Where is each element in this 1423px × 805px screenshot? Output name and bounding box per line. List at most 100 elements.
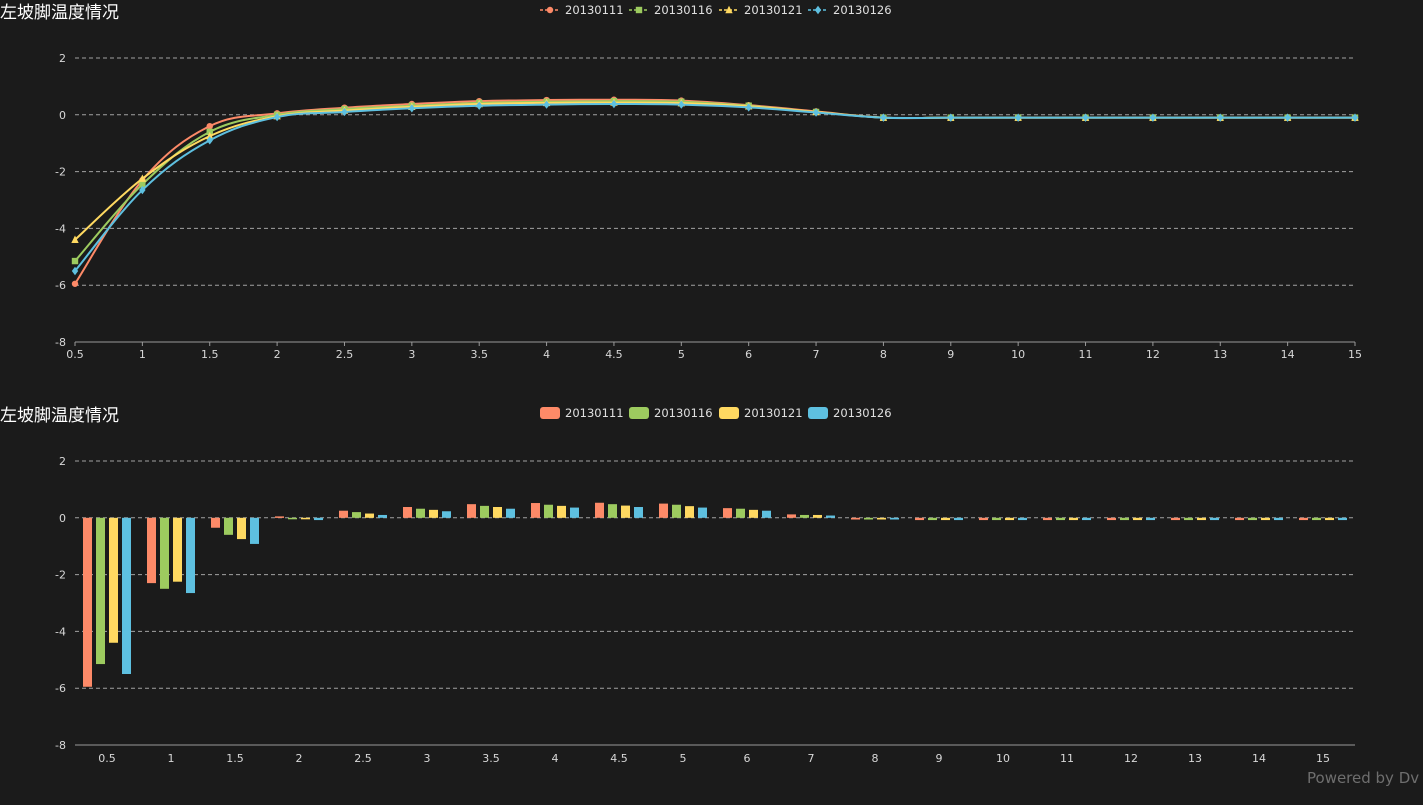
- bar[interactable]: [954, 517, 963, 521]
- bar[interactable]: [1043, 517, 1052, 521]
- bar[interactable]: [992, 517, 1001, 521]
- bar[interactable]: [698, 507, 707, 518]
- bar[interactable]: [736, 508, 745, 518]
- bar[interactable]: [531, 503, 540, 518]
- bar[interactable]: [608, 504, 617, 518]
- data-point[interactable]: [408, 104, 416, 113]
- bar[interactable]: [813, 514, 822, 518]
- bar[interactable]: [96, 517, 105, 665]
- bar[interactable]: [723, 508, 732, 518]
- data-point[interactable]: [1217, 113, 1224, 122]
- bar[interactable]: [211, 517, 220, 528]
- bar[interactable]: [365, 513, 374, 518]
- bar[interactable]: [826, 515, 835, 518]
- data-point[interactable]: [1149, 113, 1157, 122]
- bar[interactable]: [416, 508, 425, 518]
- bar[interactable]: [1005, 517, 1014, 521]
- bar[interactable]: [506, 508, 515, 518]
- legend-item-20130111[interactable]: 20130111: [540, 3, 624, 17]
- bar-series-20130126[interactable]: [122, 507, 1347, 674]
- bar[interactable]: [1248, 517, 1257, 521]
- bar[interactable]: [467, 504, 476, 518]
- data-point[interactable]: [206, 122, 213, 130]
- data-point[interactable]: [1351, 113, 1359, 122]
- data-point[interactable]: [1082, 113, 1089, 122]
- data-point[interactable]: [745, 103, 752, 112]
- bar[interactable]: [109, 517, 118, 643]
- bar[interactable]: [1210, 517, 1219, 521]
- bar[interactable]: [1171, 517, 1180, 521]
- series-line[interactable]: [74, 98, 1355, 285]
- data-point[interactable]: [880, 113, 887, 122]
- bar[interactable]: [147, 517, 156, 584]
- bar[interactable]: [570, 507, 579, 518]
- bar[interactable]: [403, 507, 412, 518]
- series-line[interactable]: [74, 100, 1355, 262]
- bar[interactable]: [237, 517, 246, 540]
- bar[interactable]: [1299, 517, 1308, 521]
- bar[interactable]: [890, 517, 899, 520]
- legend-item-20130126[interactable]: 20130126: [808, 406, 892, 420]
- bar[interactable]: [1312, 517, 1321, 521]
- data-point[interactable]: [71, 257, 79, 265]
- bar[interactable]: [480, 505, 489, 518]
- data-point[interactable]: [206, 128, 213, 136]
- bar[interactable]: [186, 517, 195, 594]
- bar-series-20130121[interactable]: [109, 505, 1334, 643]
- bar[interactable]: [314, 517, 323, 521]
- bar-chart-legend[interactable]: 20130111 20130116 20130121 20130126: [540, 406, 892, 420]
- bar[interactable]: [378, 514, 387, 518]
- bar[interactable]: [173, 517, 182, 582]
- bar[interactable]: [1197, 517, 1206, 521]
- bar[interactable]: [429, 509, 438, 518]
- bar[interactable]: [493, 507, 502, 518]
- line-series-20130116[interactable]: [71, 97, 1359, 265]
- bar[interactable]: [877, 517, 886, 520]
- bar[interactable]: [442, 511, 451, 518]
- bar[interactable]: [250, 517, 259, 544]
- data-point[interactable]: [206, 131, 214, 140]
- data-point[interactable]: [1014, 113, 1022, 122]
- bar[interactable]: [1325, 517, 1334, 521]
- data-point[interactable]: [71, 280, 79, 287]
- bar[interactable]: [557, 505, 566, 518]
- bar[interactable]: [1146, 517, 1155, 521]
- bar[interactable]: [352, 512, 361, 518]
- bar[interactable]: [122, 517, 131, 674]
- line-chart-legend[interactable]: 20130111 20130116 20130121 20130126: [540, 3, 892, 17]
- bar[interactable]: [787, 514, 796, 518]
- bar[interactable]: [659, 503, 668, 518]
- bar[interactable]: [685, 506, 694, 518]
- data-point[interactable]: [139, 185, 146, 195]
- bar[interactable]: [275, 516, 284, 518]
- bar[interactable]: [1235, 517, 1244, 521]
- bar[interactable]: [979, 517, 988, 521]
- bar[interactable]: [762, 510, 771, 518]
- bar[interactable]: [915, 517, 924, 521]
- data-point[interactable]: [139, 181, 146, 188]
- bar[interactable]: [800, 514, 809, 518]
- data-point[interactable]: [610, 99, 618, 109]
- bar[interactable]: [301, 517, 310, 520]
- bar[interactable]: [1082, 517, 1091, 521]
- data-point[interactable]: [273, 112, 281, 122]
- bar[interactable]: [595, 502, 604, 518]
- bar[interactable]: [621, 505, 630, 518]
- data-point[interactable]: [138, 174, 147, 182]
- line-series-20130111[interactable]: [71, 96, 1359, 287]
- bar[interactable]: [672, 504, 681, 518]
- bar[interactable]: [928, 517, 937, 521]
- bar[interactable]: [224, 517, 233, 535]
- series-line[interactable]: [74, 103, 1355, 272]
- legend-item-20130121[interactable]: 20130121: [719, 406, 803, 420]
- bar[interactable]: [1120, 517, 1129, 521]
- bar[interactable]: [544, 504, 553, 518]
- bar[interactable]: [288, 517, 297, 520]
- bar[interactable]: [1261, 517, 1270, 521]
- bar[interactable]: [634, 507, 643, 518]
- bar[interactable]: [339, 510, 348, 518]
- bar[interactable]: [749, 509, 758, 518]
- bar[interactable]: [1338, 517, 1347, 521]
- legend-item-20130126[interactable]: 20130126: [808, 3, 892, 17]
- bar[interactable]: [160, 517, 169, 589]
